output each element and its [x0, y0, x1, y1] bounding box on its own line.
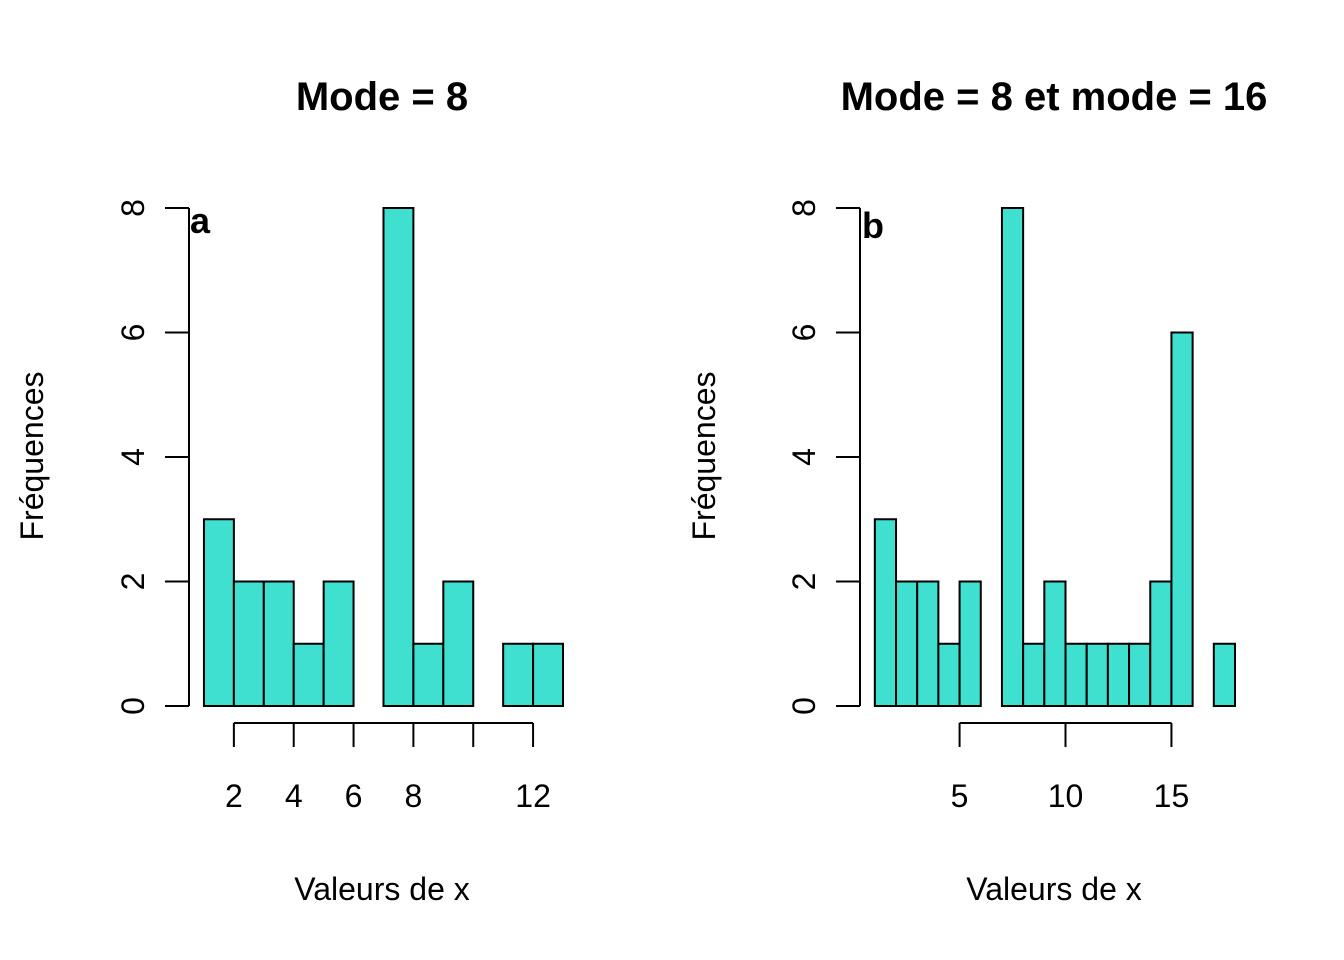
- histogram-bar: [916, 580, 940, 707]
- chart-title: Mode = 8: [296, 75, 468, 119]
- panel-label: a: [190, 200, 211, 241]
- histogram-bar: [1022, 642, 1046, 707]
- x-tick-label: 15: [1154, 778, 1190, 814]
- histogram-bar: [1000, 207, 1025, 707]
- y-tick-label: 4: [115, 448, 151, 466]
- y-axis-label: Fréquences: [686, 372, 722, 541]
- x-axis: 2 4 6 8 12: [225, 722, 551, 814]
- histogram-bar: [1106, 642, 1131, 707]
- y-axis: 0 2 4 6 8: [115, 199, 190, 715]
- y-tick-label: 8: [115, 199, 151, 217]
- bar-group: [873, 207, 1237, 707]
- panel-label: b: [862, 205, 884, 246]
- histogram-bar: [412, 642, 445, 707]
- x-axis: 5 10 15: [951, 722, 1190, 814]
- y-tick-label: 0: [115, 697, 151, 715]
- histogram-bar: [382, 207, 415, 707]
- histogram-bar: [322, 580, 355, 707]
- histogram-bar: [442, 580, 475, 707]
- histogram-bar: [937, 642, 961, 707]
- histogram-bar: [1170, 331, 1194, 707]
- x-tick-label: 5: [951, 778, 969, 814]
- x-axis-label: Valeurs de x: [294, 871, 470, 907]
- x-tick-label: 10: [1048, 778, 1084, 814]
- histogram-bar: [873, 518, 898, 707]
- histogram-bar: [1149, 580, 1173, 707]
- histogram-panel-b: Mode = 8 et mode = 16 Valeurs de x Fréqu…: [686, 75, 1267, 907]
- x-axis-label: Valeurs de x: [966, 871, 1142, 907]
- histogram-bar: [1212, 642, 1237, 707]
- y-tick-label: 6: [115, 324, 151, 342]
- histogram-bar: [202, 518, 235, 707]
- y-tick-label: 2: [115, 573, 151, 591]
- x-tick-label: 12: [515, 778, 551, 814]
- histogram-panel-a: Mode = 8 Valeurs de x Fréquences a 0 2 4 6 8…: [14, 75, 565, 907]
- x-tick-label: 2: [225, 778, 243, 814]
- histogram-bar: [958, 580, 982, 707]
- histogram-bar: [262, 580, 295, 707]
- histogram-bar: [1043, 580, 1067, 707]
- histogram-bar: [232, 580, 265, 707]
- y-tick-label: 4: [786, 448, 822, 466]
- histogram-bar: [1064, 642, 1088, 707]
- bar-group: [202, 207, 565, 707]
- x-tick-label: 4: [285, 778, 303, 814]
- histogram-bar: [292, 642, 325, 707]
- y-tick-label: 8: [786, 199, 822, 217]
- histogram-bar: [532, 642, 565, 707]
- histogram-bar: [502, 642, 535, 707]
- y-tick-label: 6: [786, 324, 822, 342]
- histogram-bar: [1085, 642, 1109, 707]
- histogram-bar: [895, 580, 919, 707]
- y-axis: 0 2 4 6 8: [786, 199, 861, 715]
- x-tick-label: 8: [405, 778, 423, 814]
- y-tick-label: 0: [786, 697, 822, 715]
- y-axis-label: Fréquences: [14, 372, 50, 541]
- x-tick-label: 6: [345, 778, 363, 814]
- histogram-bar: [1128, 642, 1152, 707]
- y-tick-label: 2: [786, 573, 822, 591]
- chart-title: Mode = 8 et mode = 16: [841, 75, 1268, 119]
